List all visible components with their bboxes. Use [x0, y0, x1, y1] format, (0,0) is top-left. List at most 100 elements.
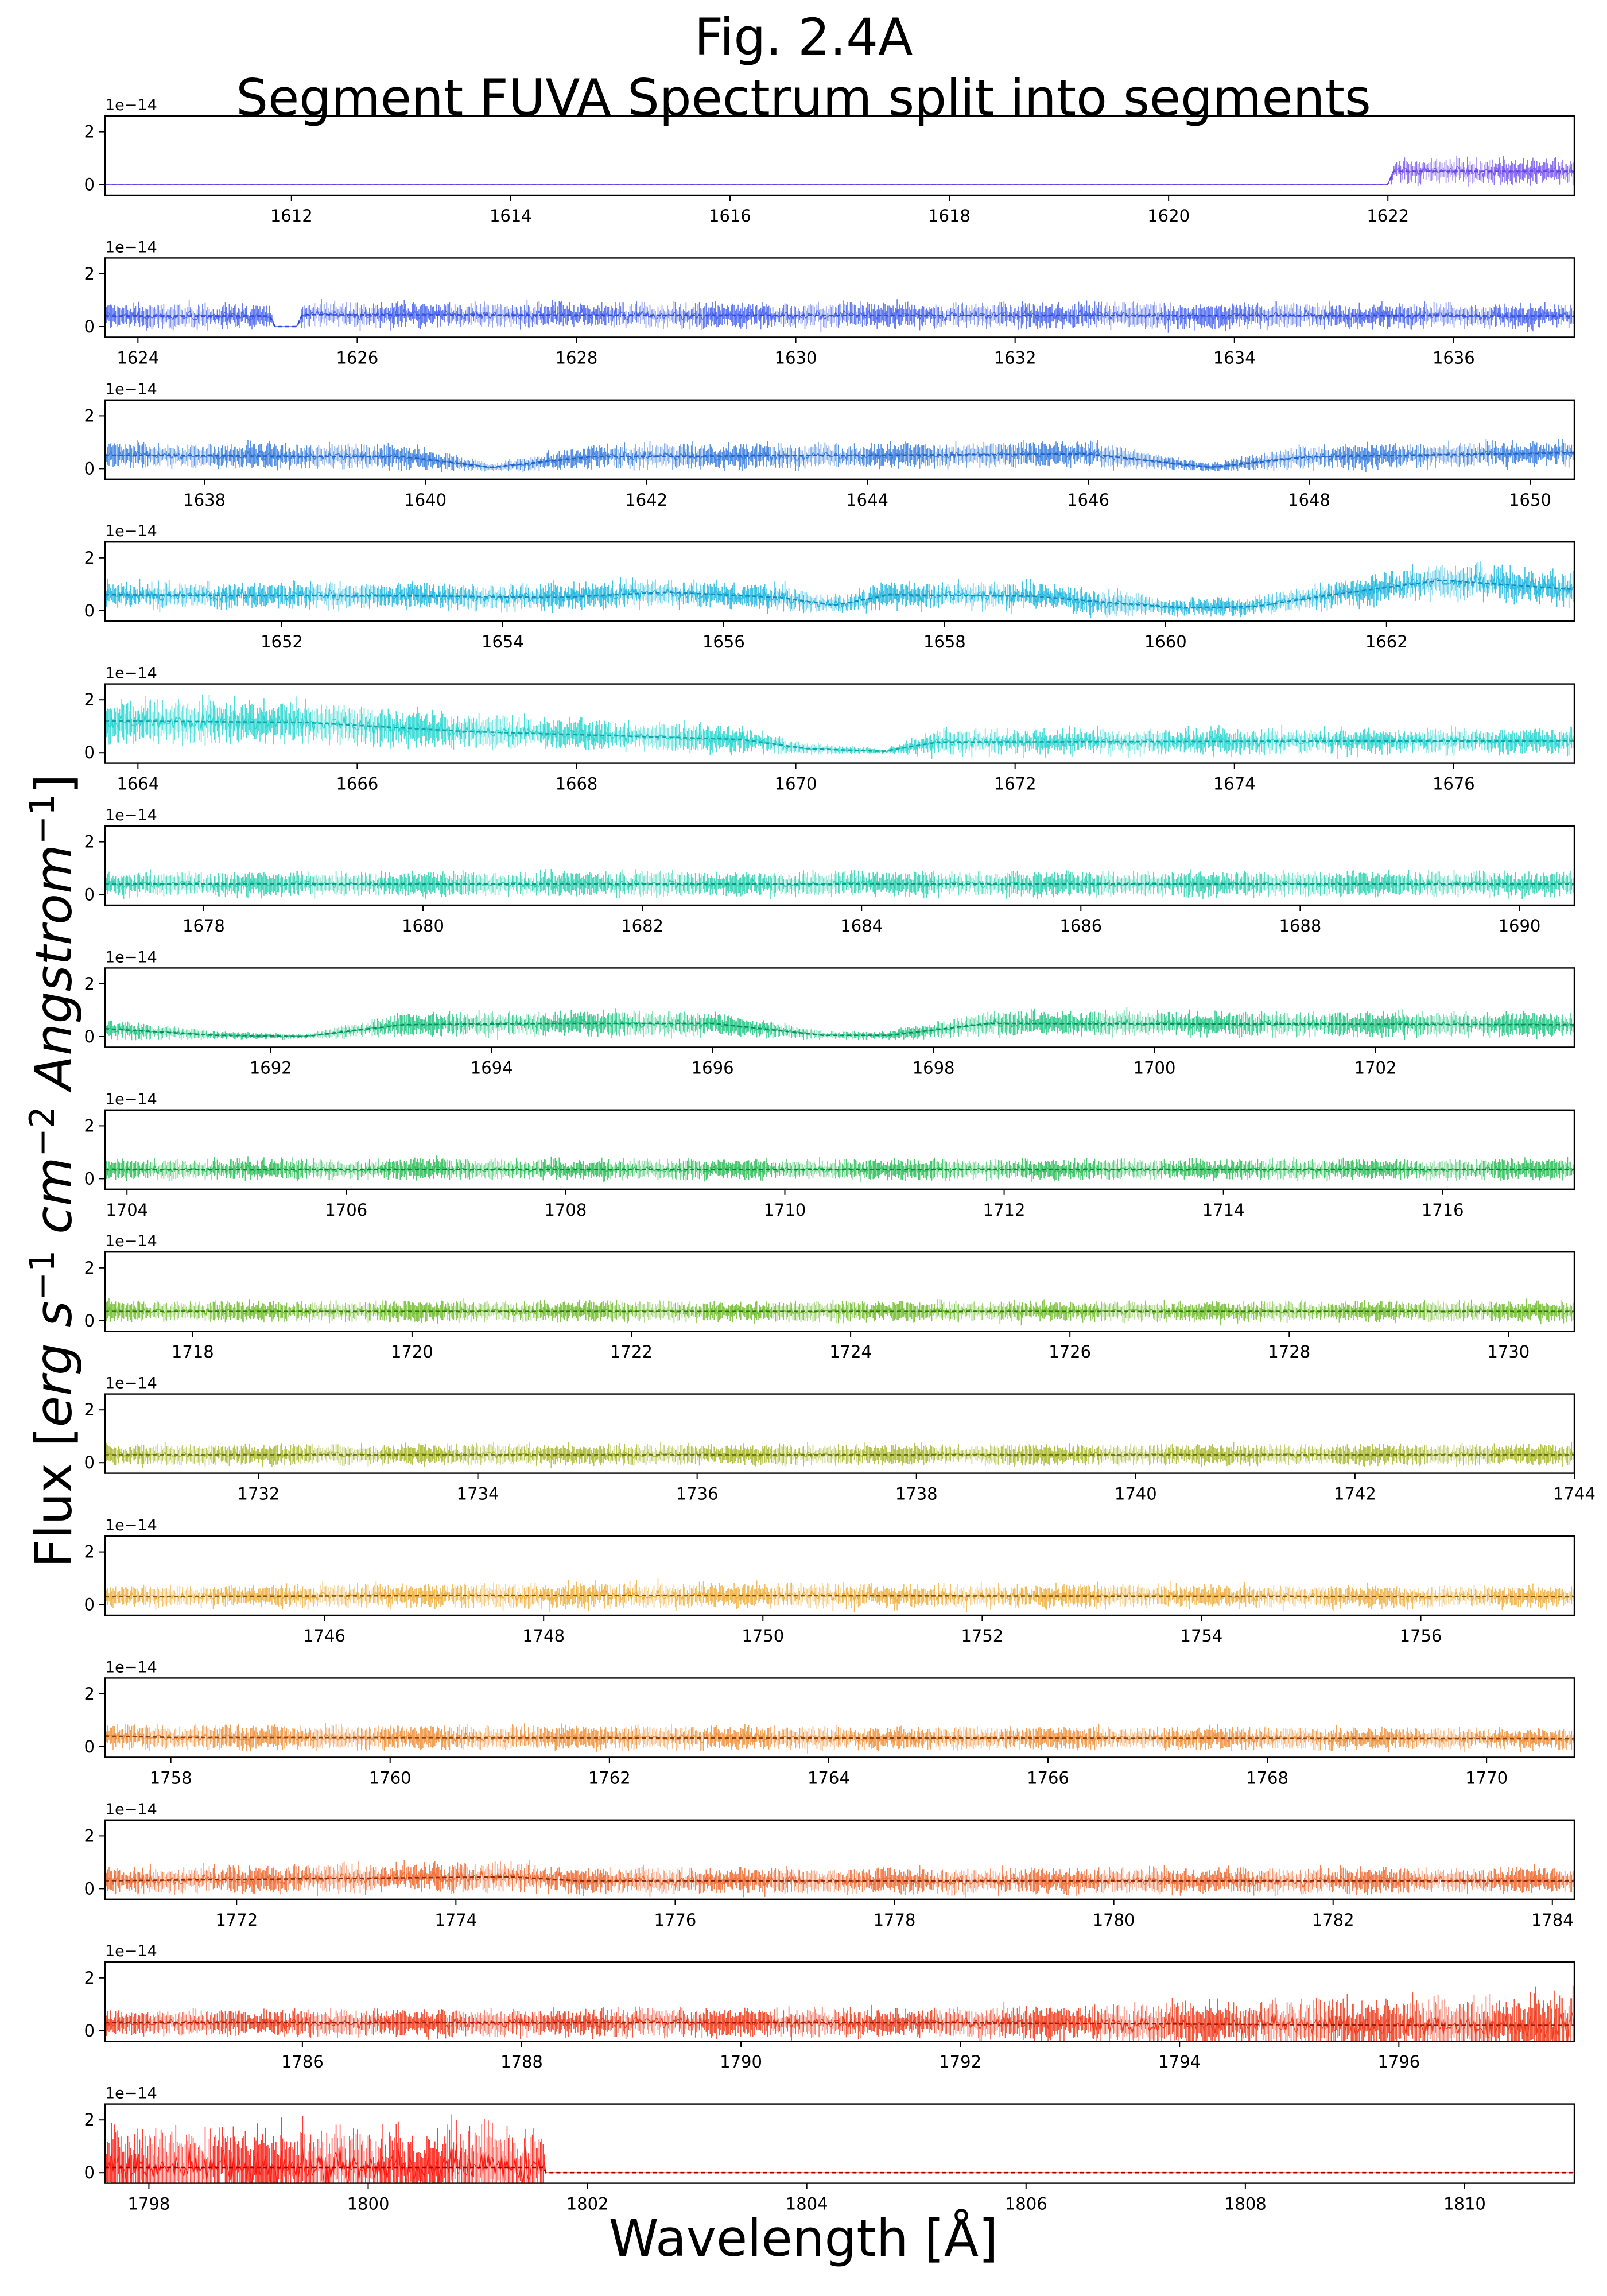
y-tick-label: 0 — [84, 459, 95, 478]
x-tick-label: 1632 — [994, 348, 1037, 367]
y-tick-label: 2 — [84, 122, 95, 142]
x-tick-label: 1718 — [172, 1342, 214, 1362]
x-tick-label: 1744 — [1553, 1484, 1596, 1504]
spectrum-panel: 0 2 1e−14 1664 1666 1668 1670 1672 1674 1676 — [84, 665, 1575, 794]
x-tick-label: 1612 — [270, 206, 313, 226]
spectrum-panel: 0 2 1e−14 1718 1720 1722 1724 1726 1728 1730 — [84, 1232, 1575, 1362]
x-tick-label: 1806 — [1005, 2194, 1047, 2214]
y-tick-label: 0 — [84, 1027, 95, 1046]
panel-frame — [104, 1251, 1575, 1332]
y-offset-label: 1e−14 — [105, 948, 157, 966]
x-tick-label: 1780 — [1093, 1910, 1135, 1930]
flux-series — [105, 447, 1574, 469]
x-tick-label: 1782 — [1312, 1910, 1354, 1930]
x-tick-label: 1714 — [1202, 1200, 1245, 1220]
x-tick-label: 1734 — [457, 1484, 499, 1504]
x-tick-label: 1648 — [1288, 490, 1330, 510]
x-tick-label: 1760 — [369, 1768, 412, 1787]
panel-frame — [104, 1819, 1575, 1901]
x-tick-label: 1670 — [775, 774, 817, 794]
y-offset-label: 1e−14 — [105, 1232, 157, 1250]
x-tick-label: 1644 — [846, 490, 888, 510]
error-bars — [105, 2114, 545, 2183]
panel-frame — [104, 683, 1575, 764]
y-tick-label: 2 — [84, 1116, 95, 1135]
flux-series — [105, 165, 1574, 185]
x-tick-label: 1662 — [1365, 632, 1408, 651]
panel-frame — [104, 2103, 1575, 2184]
flux-trend-line — [105, 1022, 1574, 1038]
y-tick-label: 0 — [84, 317, 95, 336]
y-tick-label: 2 — [84, 1684, 95, 1704]
x-tick-label: 1678 — [183, 916, 225, 936]
x-tick-label: 1706 — [325, 1200, 367, 1220]
error-bars — [105, 561, 1574, 618]
x-tick-label: 1748 — [522, 1626, 565, 1646]
spectrum-panel: 0 2 1e−14 1786 1788 1790 1792 1794 1796 — [84, 1942, 1575, 2072]
x-tick-label: 1642 — [625, 490, 667, 510]
x-tick-label: 1730 — [1487, 1342, 1530, 1362]
x-tick-label: 1700 — [1134, 1058, 1176, 1077]
y-tick-label: 2 — [84, 832, 95, 852]
x-tick-label: 1796 — [1377, 2052, 1420, 2072]
flux-trend-line — [105, 1735, 1574, 1740]
x-tick-label: 1810 — [1443, 2194, 1486, 2214]
x-tick-label: 1634 — [1213, 348, 1256, 367]
x-tick-label: 1682 — [621, 916, 663, 936]
x-tick-label: 1698 — [913, 1058, 955, 1077]
x-tick-label: 1726 — [1049, 1342, 1091, 1362]
spectrum-panel: 0 2 1e−14 1612 1614 1616 1618 1620 1622 — [84, 96, 1575, 226]
spectrum-panel: 0 2 1e−14 1772 1774 1776 1778 1780 1782 1784 — [84, 1801, 1575, 1930]
x-tick-label: 1618 — [928, 206, 971, 226]
x-axis-label: Wavelength [Å] — [608, 2209, 999, 2268]
x-tick-label: 1804 — [786, 2194, 828, 2214]
error-bars — [105, 695, 1574, 759]
flux-trend-line — [105, 2022, 1574, 2026]
y-offset-label: 1e−14 — [105, 2085, 157, 2103]
y-tick-label: 2 — [84, 406, 95, 425]
y-offset-label: 1e−14 — [105, 1942, 157, 1960]
spectrum-panel: 0 2 1e−14 1692 1694 1696 1698 1700 1702 — [84, 948, 1575, 1077]
y-offset-label: 1e−14 — [105, 1517, 157, 1534]
y-tick-label: 2 — [84, 548, 95, 568]
x-tick-label: 1736 — [676, 1484, 719, 1504]
y-tick-label: 2 — [84, 690, 95, 709]
x-tick-label: 1624 — [117, 348, 159, 367]
y-offset-label: 1e−14 — [105, 1801, 157, 1818]
y-tick-label: 2 — [84, 1968, 95, 1988]
x-tick-label: 1652 — [261, 632, 303, 651]
x-tick-label: 1742 — [1334, 1484, 1376, 1504]
panel-frame — [104, 1535, 1575, 1616]
flux-series — [105, 2011, 1574, 2042]
x-tick-label: 1688 — [1279, 916, 1321, 936]
x-tick-label: 1776 — [654, 1910, 697, 1930]
x-tick-label: 1640 — [404, 490, 447, 510]
x-tick-label: 1758 — [150, 1768, 192, 1787]
x-tick-label: 1778 — [874, 1910, 916, 1930]
x-tick-label: 1720 — [391, 1342, 433, 1362]
x-tick-label: 1684 — [840, 916, 883, 936]
y-tick-label: 0 — [84, 1595, 95, 1615]
y-tick-label: 0 — [84, 601, 95, 620]
x-tick-label: 1746 — [303, 1626, 346, 1646]
x-tick-label: 1792 — [939, 2052, 981, 2072]
x-tick-label: 1728 — [1268, 1342, 1310, 1362]
x-tick-label: 1784 — [1531, 1910, 1574, 1930]
x-tick-label: 1808 — [1224, 2194, 1267, 2214]
x-tick-label: 1722 — [610, 1342, 653, 1362]
y-tick-label: 0 — [84, 1737, 95, 1756]
x-tick-label: 1690 — [1499, 916, 1541, 936]
y-tick-label: 0 — [84, 1169, 95, 1188]
x-tick-label: 1740 — [1115, 1484, 1157, 1504]
x-tick-label: 1654 — [482, 632, 524, 651]
y-offset-label: 1e−14 — [105, 381, 157, 398]
flux-series — [105, 1589, 1574, 1604]
y-tick-label: 2 — [84, 1258, 95, 1278]
y-offset-label: 1e−14 — [105, 1658, 157, 1676]
x-tick-label: 1664 — [117, 774, 159, 794]
flux-series — [105, 1870, 1574, 1889]
x-tick-label: 1686 — [1059, 916, 1102, 936]
spectrum-panel: 0 2 1e−14 1732 1734 1736 1738 1740 1742 1744 — [84, 1375, 1596, 1504]
spectrum-panel: 0 2 1e−14 1704 1706 1708 1710 1712 1714 1716 — [84, 1091, 1575, 1220]
